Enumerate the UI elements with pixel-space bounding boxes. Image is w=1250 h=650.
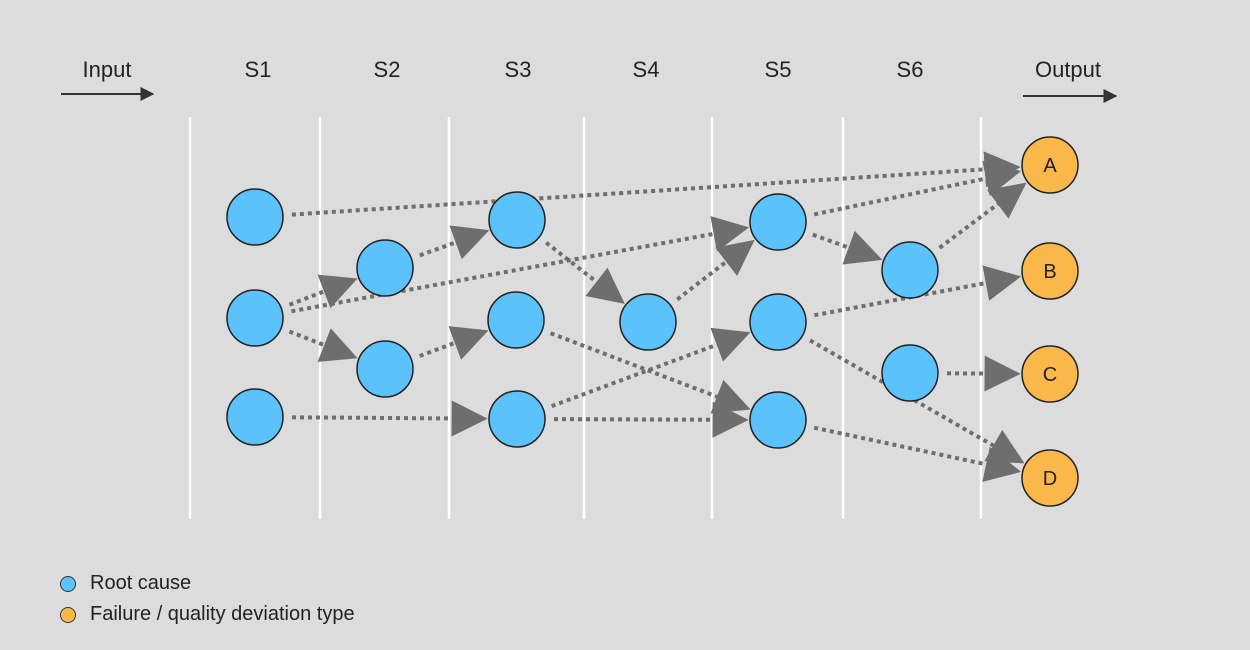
root-cause-node-s1a [226,188,284,246]
stage-label-s4: S4 [633,57,660,82]
failure-node-a [1021,136,1079,194]
root-cause-node-s6b [881,344,939,402]
stage-label-s3: S3 [505,57,532,82]
stage-label-s1: S1 [245,57,272,82]
stage-dividers [188,117,983,519]
root-cause-node-s4a [619,293,677,351]
failure-node-label-b: B [1043,261,1056,283]
stage-label-s5: S5 [765,57,792,82]
failure-swatch [60,606,76,623]
root-cause-node-s3a [488,191,546,249]
failure-node-b [1021,242,1079,300]
root-cause-swatch [60,575,76,592]
edge-s1b-to-s5a [291,216,750,314]
legend: Root cause Failure / quality deviation t… [60,568,355,630]
edge-s6a-to-a [938,182,1027,250]
edge-s5c-to-d [813,425,1022,482]
legend-root-cause-label: Root cause [90,572,192,594]
root-cause-node-s3b [487,291,545,349]
edge-s1c-to-s3c [291,400,488,437]
edge-s3c-to-s5b [551,327,751,408]
root-cause-node-s2a [356,239,414,297]
root-cause-node-s6a [881,241,939,299]
output-label: Output [1035,57,1101,82]
failure-node-d [1021,449,1079,507]
edge-s5a-to-s6a [812,230,883,265]
stage-label-s6: S6 [897,57,924,82]
edge-s5a-to-a [813,160,1022,217]
root-cause-node-s2b [356,340,414,398]
edges-layer [288,151,1027,482]
root-cause-node-s5c [749,391,807,449]
legend-failure-label: Failure / quality deviation type [90,603,355,625]
edge-s3b-to-s5c [549,331,751,414]
edge-s4a-to-s5a [676,239,755,301]
edge-s2b-to-s3b [419,326,489,360]
failure-node-label-a: A [1043,155,1057,177]
edge-s5b-to-b [814,265,1022,318]
root-cause-node-s5b [749,293,807,351]
legend-item-failure: Failure / quality deviation type [60,599,355,630]
failure-node-label-c: C [1043,364,1057,386]
edge-s1b-to-s2b [288,328,358,362]
legend-item-root-cause: Root cause [60,568,355,599]
root-cause-node-s1c [226,388,284,446]
edge-s2a-to-s3a [419,225,490,260]
root-cause-node-s1b [226,289,284,347]
edge-s6b-to-c [946,355,1021,392]
nodes-layer: A B C D [226,136,1079,507]
failure-node-label-d: D [1043,468,1057,490]
stage-label-s2: S2 [374,57,401,82]
failure-node-c [1021,345,1079,403]
edge-s1a-to-a [291,151,1021,217]
input-label: Input [83,57,132,82]
edge-s3c-to-s5c [553,401,749,438]
root-cause-node-s3c [488,390,546,448]
edge-s1b-to-s2a [288,274,358,309]
edge-s3a-to-s4a [544,241,625,304]
root-cause-node-s5a [749,193,807,251]
